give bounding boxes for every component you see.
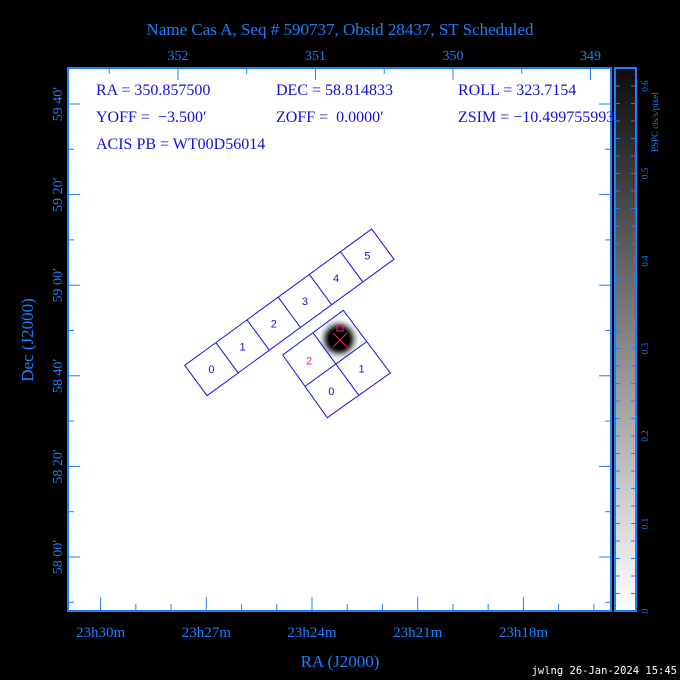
colorbar-tick-label: 0.2 (640, 430, 650, 441)
chip-divider (340, 251, 364, 283)
info-ra: RA = 350.857500 (96, 82, 210, 99)
colorbar-tick-label: 0.6 (640, 80, 650, 92)
acis-i-outline (282, 309, 392, 419)
info-roll: ROLL = 323.7154 (458, 82, 576, 99)
chip-divider (304, 341, 368, 387)
acis-s-chip-label: 1 (240, 341, 246, 353)
acis-i-chip-label: 0 (328, 386, 334, 398)
y-tick-label: 58 20′ (51, 449, 66, 484)
acis-s-chip-label: 0 (208, 364, 214, 376)
y-tick-label: 58 00′ (51, 540, 66, 575)
y-tick-label: 59 00′ (51, 268, 66, 303)
x-top-tick-label: 349 (580, 49, 601, 64)
acis-s-chip-label: 5 (364, 251, 370, 263)
colorbar-label: PSPC cts/s/pixel (650, 92, 660, 152)
chip-divider (277, 296, 301, 328)
x-tick-label: 23h27m (182, 625, 232, 641)
x-top-tick-label: 351 (305, 49, 326, 64)
acis-s-chip-label: 4 (333, 273, 339, 285)
target-marker (332, 324, 348, 348)
info-yoff: YOFF = −3.500′ (96, 109, 206, 126)
colorbar-tick-label: 0.5 (640, 167, 650, 179)
acis-i-array: 2 1 0 (282, 309, 392, 419)
info-zsim: ZSIM = −10.4997559931 (458, 109, 622, 126)
x-top-tick-label: 352 (168, 49, 189, 64)
x-tick-label: 23h24m (287, 625, 337, 641)
acis-i-chip-label: 1 (359, 364, 365, 376)
info-acis-pb: ACIS PB = WT00D56014 (96, 136, 265, 153)
x-tick-label: 23h18m (499, 625, 549, 641)
y-tick-label: 58 40′ (51, 359, 66, 394)
x-axis-label: RA (J2000) (301, 652, 380, 671)
acis-i-chip-label: 2 (306, 356, 312, 368)
colorbar-tick-label: 0.1 (640, 518, 650, 529)
footer-timestamp: jwlng 26-Jan-2024 15:45 (531, 665, 677, 677)
colorbar-tick-label: 0.4 (640, 255, 650, 267)
x-tick-label: 23h21m (393, 625, 443, 641)
colorbar-ticks: 0 0.1 0.2 0.3 0.4 0.5 0.6 (615, 80, 650, 613)
x-tick-label: 23h30m (76, 625, 126, 641)
acis-s-chip-label: 3 (302, 296, 308, 308)
chip-divider (246, 319, 270, 351)
y-tick-label: 59 20′ (51, 177, 66, 212)
info-zoff: ZOFF = 0.0000′ (276, 109, 384, 126)
acis-s-array: 0 1 2 3 4 5 (184, 228, 395, 397)
colorbar-tick-label: 0.3 (640, 342, 650, 354)
colorbar (614, 67, 637, 612)
x-top-tick-label: 350 (443, 49, 464, 64)
info-dec: DEC = 58.814833 (276, 82, 393, 99)
colorbar-tick-label: 0 (640, 608, 650, 613)
acis-s-chip-label: 2 (271, 319, 277, 331)
y-tick-label: 59 40′ (51, 87, 66, 122)
y-axis-label: Dec (J2000) (18, 298, 37, 382)
chip-divider (215, 342, 239, 374)
chip-divider (308, 274, 333, 306)
plot-title: Name Cas A, Seq # 590737, Obsid 28437, S… (147, 20, 534, 39)
